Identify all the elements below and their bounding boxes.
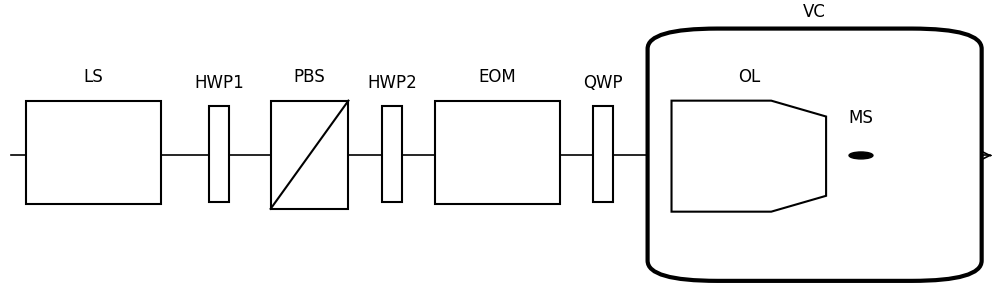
Bar xyxy=(26,101,161,204)
Text: QWP: QWP xyxy=(583,74,623,92)
Text: OL: OL xyxy=(738,68,760,86)
Text: MS: MS xyxy=(849,109,873,127)
Circle shape xyxy=(849,152,873,159)
Text: PBS: PBS xyxy=(294,68,325,86)
Text: LS: LS xyxy=(84,68,104,86)
Bar xyxy=(382,107,402,202)
FancyBboxPatch shape xyxy=(648,29,982,281)
Bar xyxy=(271,101,348,209)
Bar xyxy=(209,107,229,202)
Text: VC: VC xyxy=(803,3,826,21)
Bar xyxy=(435,101,560,204)
Polygon shape xyxy=(672,101,826,212)
Bar xyxy=(593,107,613,202)
Text: EOM: EOM xyxy=(479,68,516,86)
Text: HWP1: HWP1 xyxy=(194,74,244,92)
Text: HWP2: HWP2 xyxy=(367,74,417,92)
